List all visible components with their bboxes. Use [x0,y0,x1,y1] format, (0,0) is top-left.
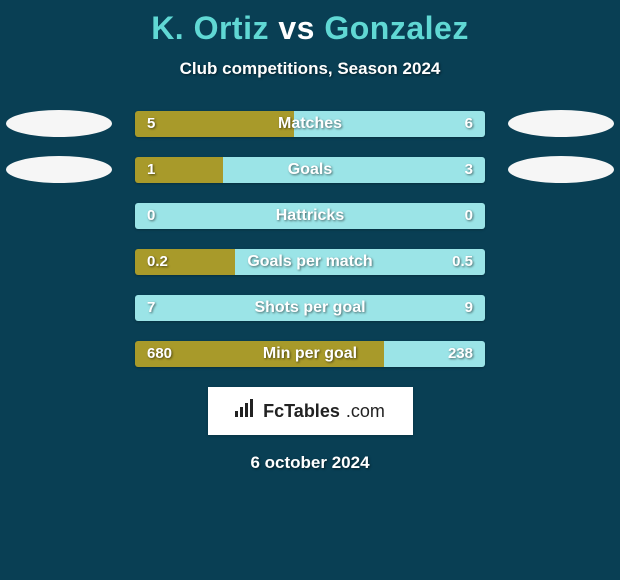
stat-bar: 56Matches [135,111,485,137]
subtitle: Club competitions, Season 2024 [0,59,620,79]
stat-bar-right [384,341,486,367]
stat-row: 00Hattricks [0,203,620,229]
stat-row: 56Matches [0,111,620,137]
stat-bar-left [135,341,384,367]
stat-bar-right [235,249,485,275]
stat-row: 79Shots per goal [0,295,620,321]
comparison-canvas: K. Ortiz vs Gonzalez Club competitions, … [0,0,620,580]
logo-text-bold: FcTables [263,401,340,422]
vs-separator: vs [278,10,315,46]
chart-icon [235,399,257,423]
team-badge-left [6,110,112,137]
stat-rows: 56Matches 13Goals 00Hattricks 0.20.5Goals p… [0,111,620,367]
footer-date: 6 october 2024 [0,453,620,473]
stat-row: 13Goals [0,157,620,183]
page-title: K. Ortiz vs Gonzalez [0,0,620,47]
stat-bar: 13Goals [135,157,485,183]
stat-bar-right [223,157,486,183]
player-a-name: K. Ortiz [151,10,269,46]
stat-bar: 79Shots per goal [135,295,485,321]
logo-text-rest: .com [346,401,385,422]
stat-bar: 0.20.5Goals per match [135,249,485,275]
stat-bar-left [135,157,223,183]
player-b-name: Gonzalez [324,10,468,46]
stat-bar-right [294,111,485,137]
stat-bar-right [135,295,485,321]
stat-row: 0.20.5Goals per match [0,249,620,275]
site-logo: FcTables .com [208,387,413,435]
team-badge-right [508,110,614,137]
stat-bar-left [135,249,235,275]
stat-bar-left [135,111,294,137]
team-badge-left [6,156,112,183]
stat-bar: 680238Min per goal [135,341,485,367]
team-badge-right [508,156,614,183]
stat-bar-right [135,203,485,229]
stat-bar: 00Hattricks [135,203,485,229]
stat-row: 680238Min per goal [0,341,620,367]
